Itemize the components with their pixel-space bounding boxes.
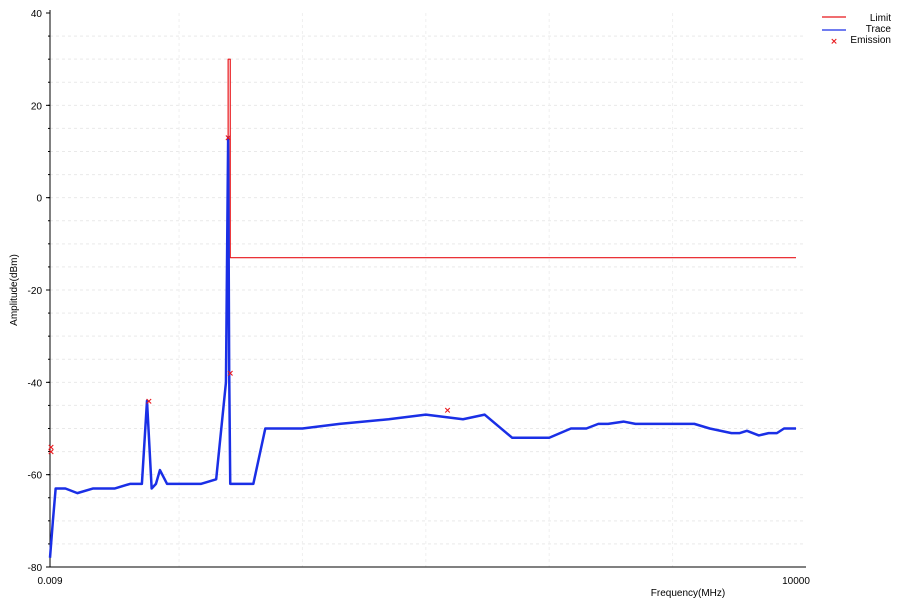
y-axis-title: Amplitude(dBm) <box>9 254 20 326</box>
legend: Limit Trace × Emission <box>822 13 891 47</box>
y-tick-label: 20 <box>31 101 43 112</box>
x-axis-title: Frequency(MHz) <box>651 588 725 599</box>
series-line-trace <box>48 136 796 558</box>
emission-marker: × <box>47 443 55 453</box>
y-tick-labels: 40 20 0 -20 -40 -60 -80 <box>28 9 50 574</box>
y-tick-label: 0 <box>36 194 42 205</box>
x-tick-label-min: 0.009 <box>37 576 62 587</box>
y-tick-label: -20 <box>28 286 43 297</box>
legend-limit-label: Limit <box>870 13 891 24</box>
emission-marker: × <box>226 369 234 379</box>
emission-marker: × <box>444 406 452 416</box>
x-tick-label-max: 10000 <box>782 576 810 587</box>
axes <box>49 10 806 568</box>
legend-emission-marker: × <box>830 37 838 47</box>
y-tick-label: -40 <box>28 378 43 389</box>
x-tick-labels: 0.009 10000 <box>37 576 810 587</box>
emission-marker: × <box>47 448 55 458</box>
emission-marker: × <box>224 134 232 144</box>
grid-lines <box>50 13 806 567</box>
y-tick-label: 40 <box>31 9 43 20</box>
y-tick-label: -60 <box>28 471 43 482</box>
legend-emission-label: Emission <box>850 35 891 46</box>
emission-marker: × <box>145 397 153 407</box>
data-series: ×××××× <box>47 58 796 558</box>
series-line-limit <box>227 58 796 259</box>
y-tick-label: -80 <box>28 563 43 574</box>
legend-trace-label: Trace <box>866 24 892 35</box>
